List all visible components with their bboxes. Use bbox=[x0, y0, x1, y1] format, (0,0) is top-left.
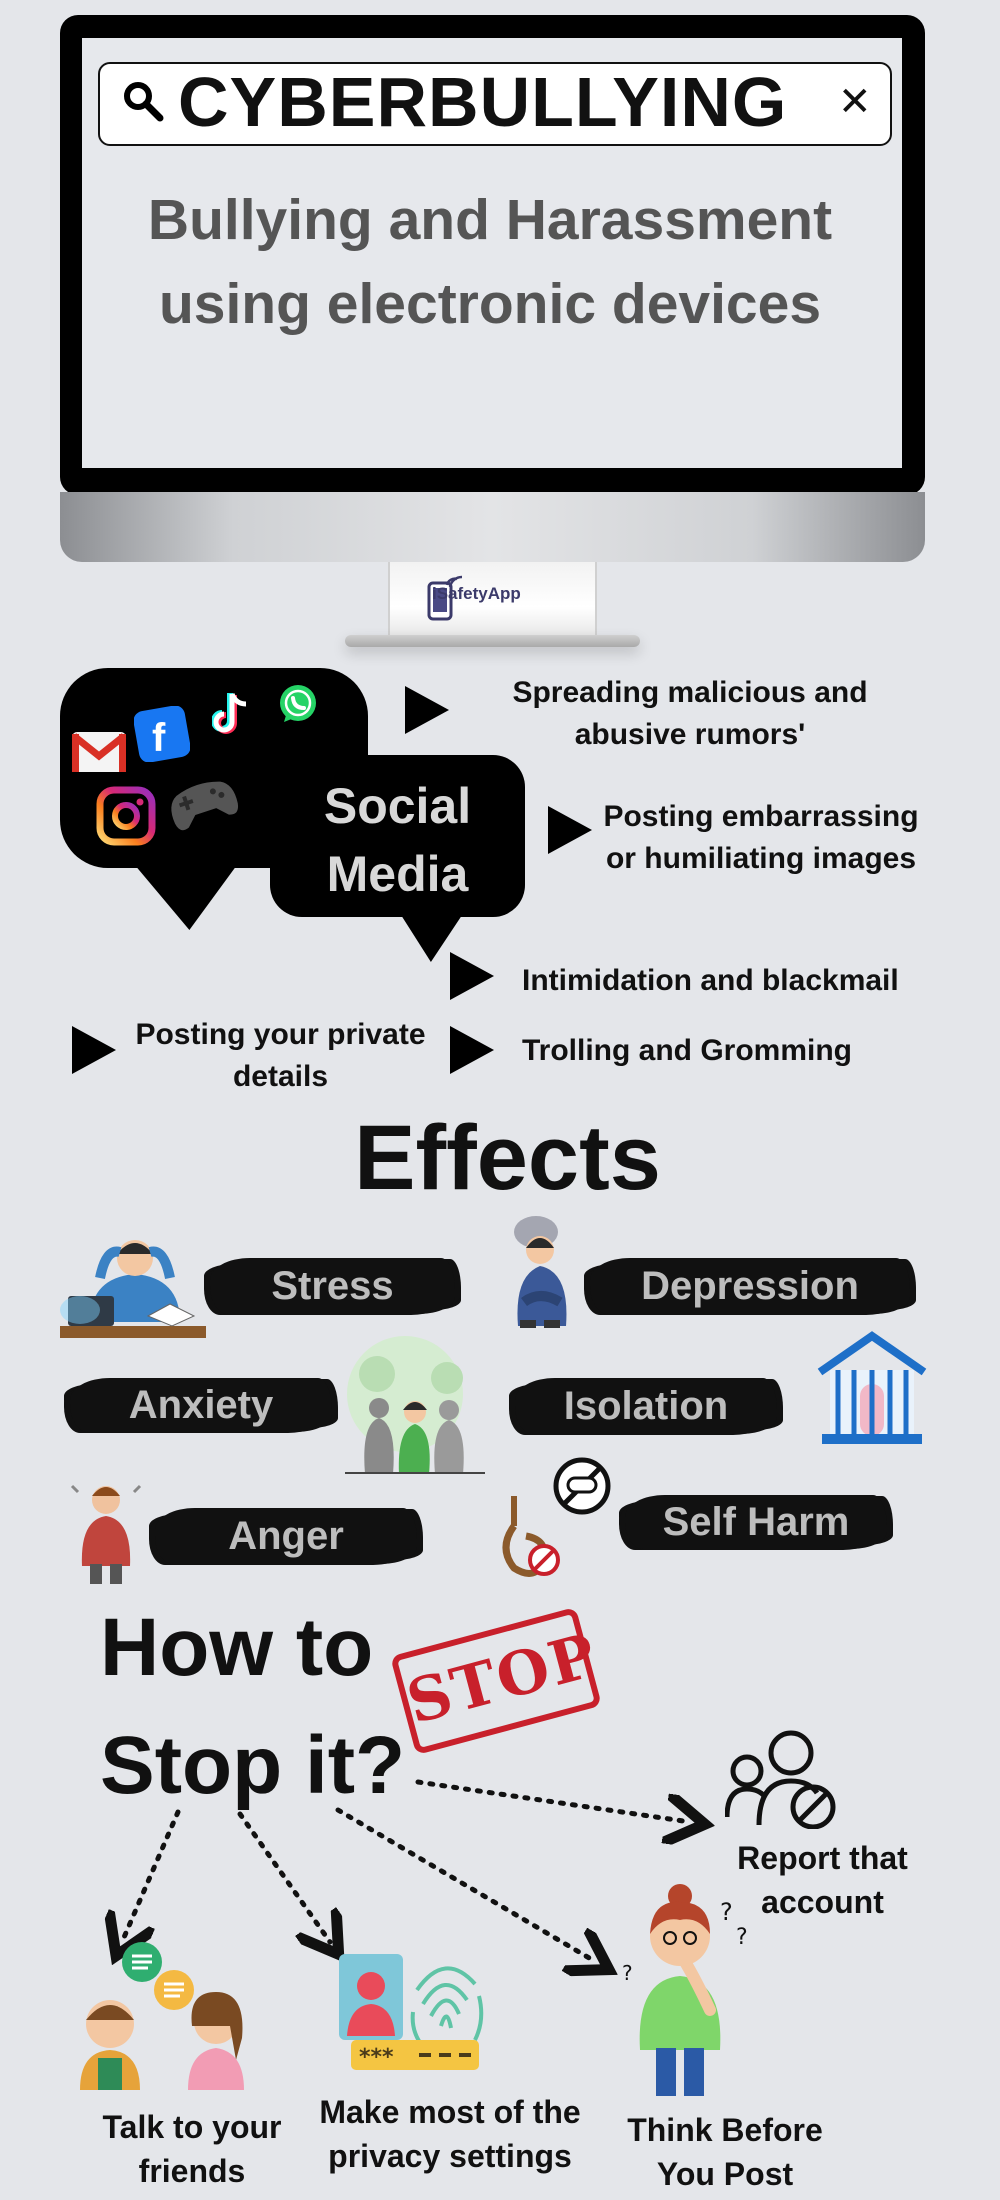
privacy-settings-icon: *** bbox=[339, 1954, 484, 2070]
arrow-icon bbox=[405, 686, 449, 734]
gamepad-icon bbox=[171, 781, 239, 831]
svg-text:?: ? bbox=[736, 1925, 748, 1950]
thinking-woman-icon: ? ? ? bbox=[622, 1884, 748, 2096]
svg-text:?: ? bbox=[622, 1961, 633, 1985]
monitor-stand bbox=[388, 562, 597, 637]
monitor-subtitle: Bullying and Harassment using electronic… bbox=[147, 188, 833, 336]
angry-person-icon bbox=[70, 1484, 142, 1584]
search-bar[interactable] bbox=[98, 62, 892, 146]
svg-text:f: f bbox=[152, 716, 166, 760]
list-item-rumors: Spreading malicious and abusive rumors' bbox=[512, 676, 868, 751]
svg-text:***: *** bbox=[359, 2045, 394, 2070]
brand-logo-text: iSafetyApp bbox=[432, 584, 521, 603]
anxiety-group-icon bbox=[345, 1336, 485, 1474]
effect-self-harm: Self Harm bbox=[625, 1495, 887, 1549]
effect-isolation: Isolation bbox=[515, 1378, 777, 1434]
stressed-person-icon bbox=[60, 1240, 206, 1338]
close-icon[interactable]: ✕ bbox=[838, 80, 872, 124]
stop-it-title: Stop it? bbox=[100, 1720, 406, 1811]
list-item-images: Posting embarrassing or humiliating imag… bbox=[603, 800, 919, 875]
whatsapp-icon bbox=[280, 685, 316, 722]
svg-text:?: ? bbox=[720, 1898, 733, 1926]
social-media-title: Social Media bbox=[323, 778, 472, 902]
facebook-icon: f bbox=[134, 706, 190, 762]
effects-title: Effects bbox=[354, 1107, 661, 1209]
depressed-person-icon bbox=[514, 1216, 567, 1328]
arrow-icon bbox=[548, 806, 592, 854]
search-query-text[interactable]: CYBERBULLYING bbox=[178, 63, 788, 141]
how-to-title: How to bbox=[100, 1602, 374, 1693]
search-icon[interactable] bbox=[120, 78, 168, 126]
report-account-icon bbox=[725, 1730, 836, 1829]
tiktok-icon bbox=[212, 692, 247, 734]
gmail-icon bbox=[71, 732, 127, 772]
speech-bubble-social-media bbox=[270, 755, 525, 917]
self-harm-icon bbox=[502, 1457, 611, 1577]
effect-anxiety: Anxiety bbox=[70, 1378, 332, 1432]
instagram-icon bbox=[96, 786, 156, 846]
tip-privacy-settings: Make most of the privacy settings bbox=[319, 2094, 581, 2174]
monitor-chin bbox=[60, 492, 925, 562]
tip-think-before-post: Think Before You Post bbox=[627, 2112, 823, 2192]
arrow-icon bbox=[450, 1026, 494, 1074]
tip-report-account: Report that account bbox=[737, 1840, 908, 1920]
arrow-icon bbox=[450, 952, 494, 1000]
list-item-intimidation: Intimidation and blackmail bbox=[522, 964, 899, 997]
effect-stress: Stress bbox=[210, 1258, 455, 1314]
monitor-stand-base bbox=[345, 635, 640, 647]
phone-logo-icon bbox=[427, 575, 463, 621]
list-item-private-details: Posting your private details bbox=[135, 1018, 426, 1093]
effect-anger: Anger bbox=[155, 1508, 417, 1564]
talk-to-friends-icon bbox=[80, 1942, 244, 2090]
isolation-cage-icon bbox=[817, 1331, 927, 1444]
list-item-trolling: Trolling and Gromming bbox=[522, 1034, 852, 1067]
arrow-icon bbox=[72, 1026, 116, 1074]
effect-depression: Depression bbox=[590, 1258, 910, 1314]
tip-talk-to-friends: Talk to your friends bbox=[102, 2109, 282, 2189]
